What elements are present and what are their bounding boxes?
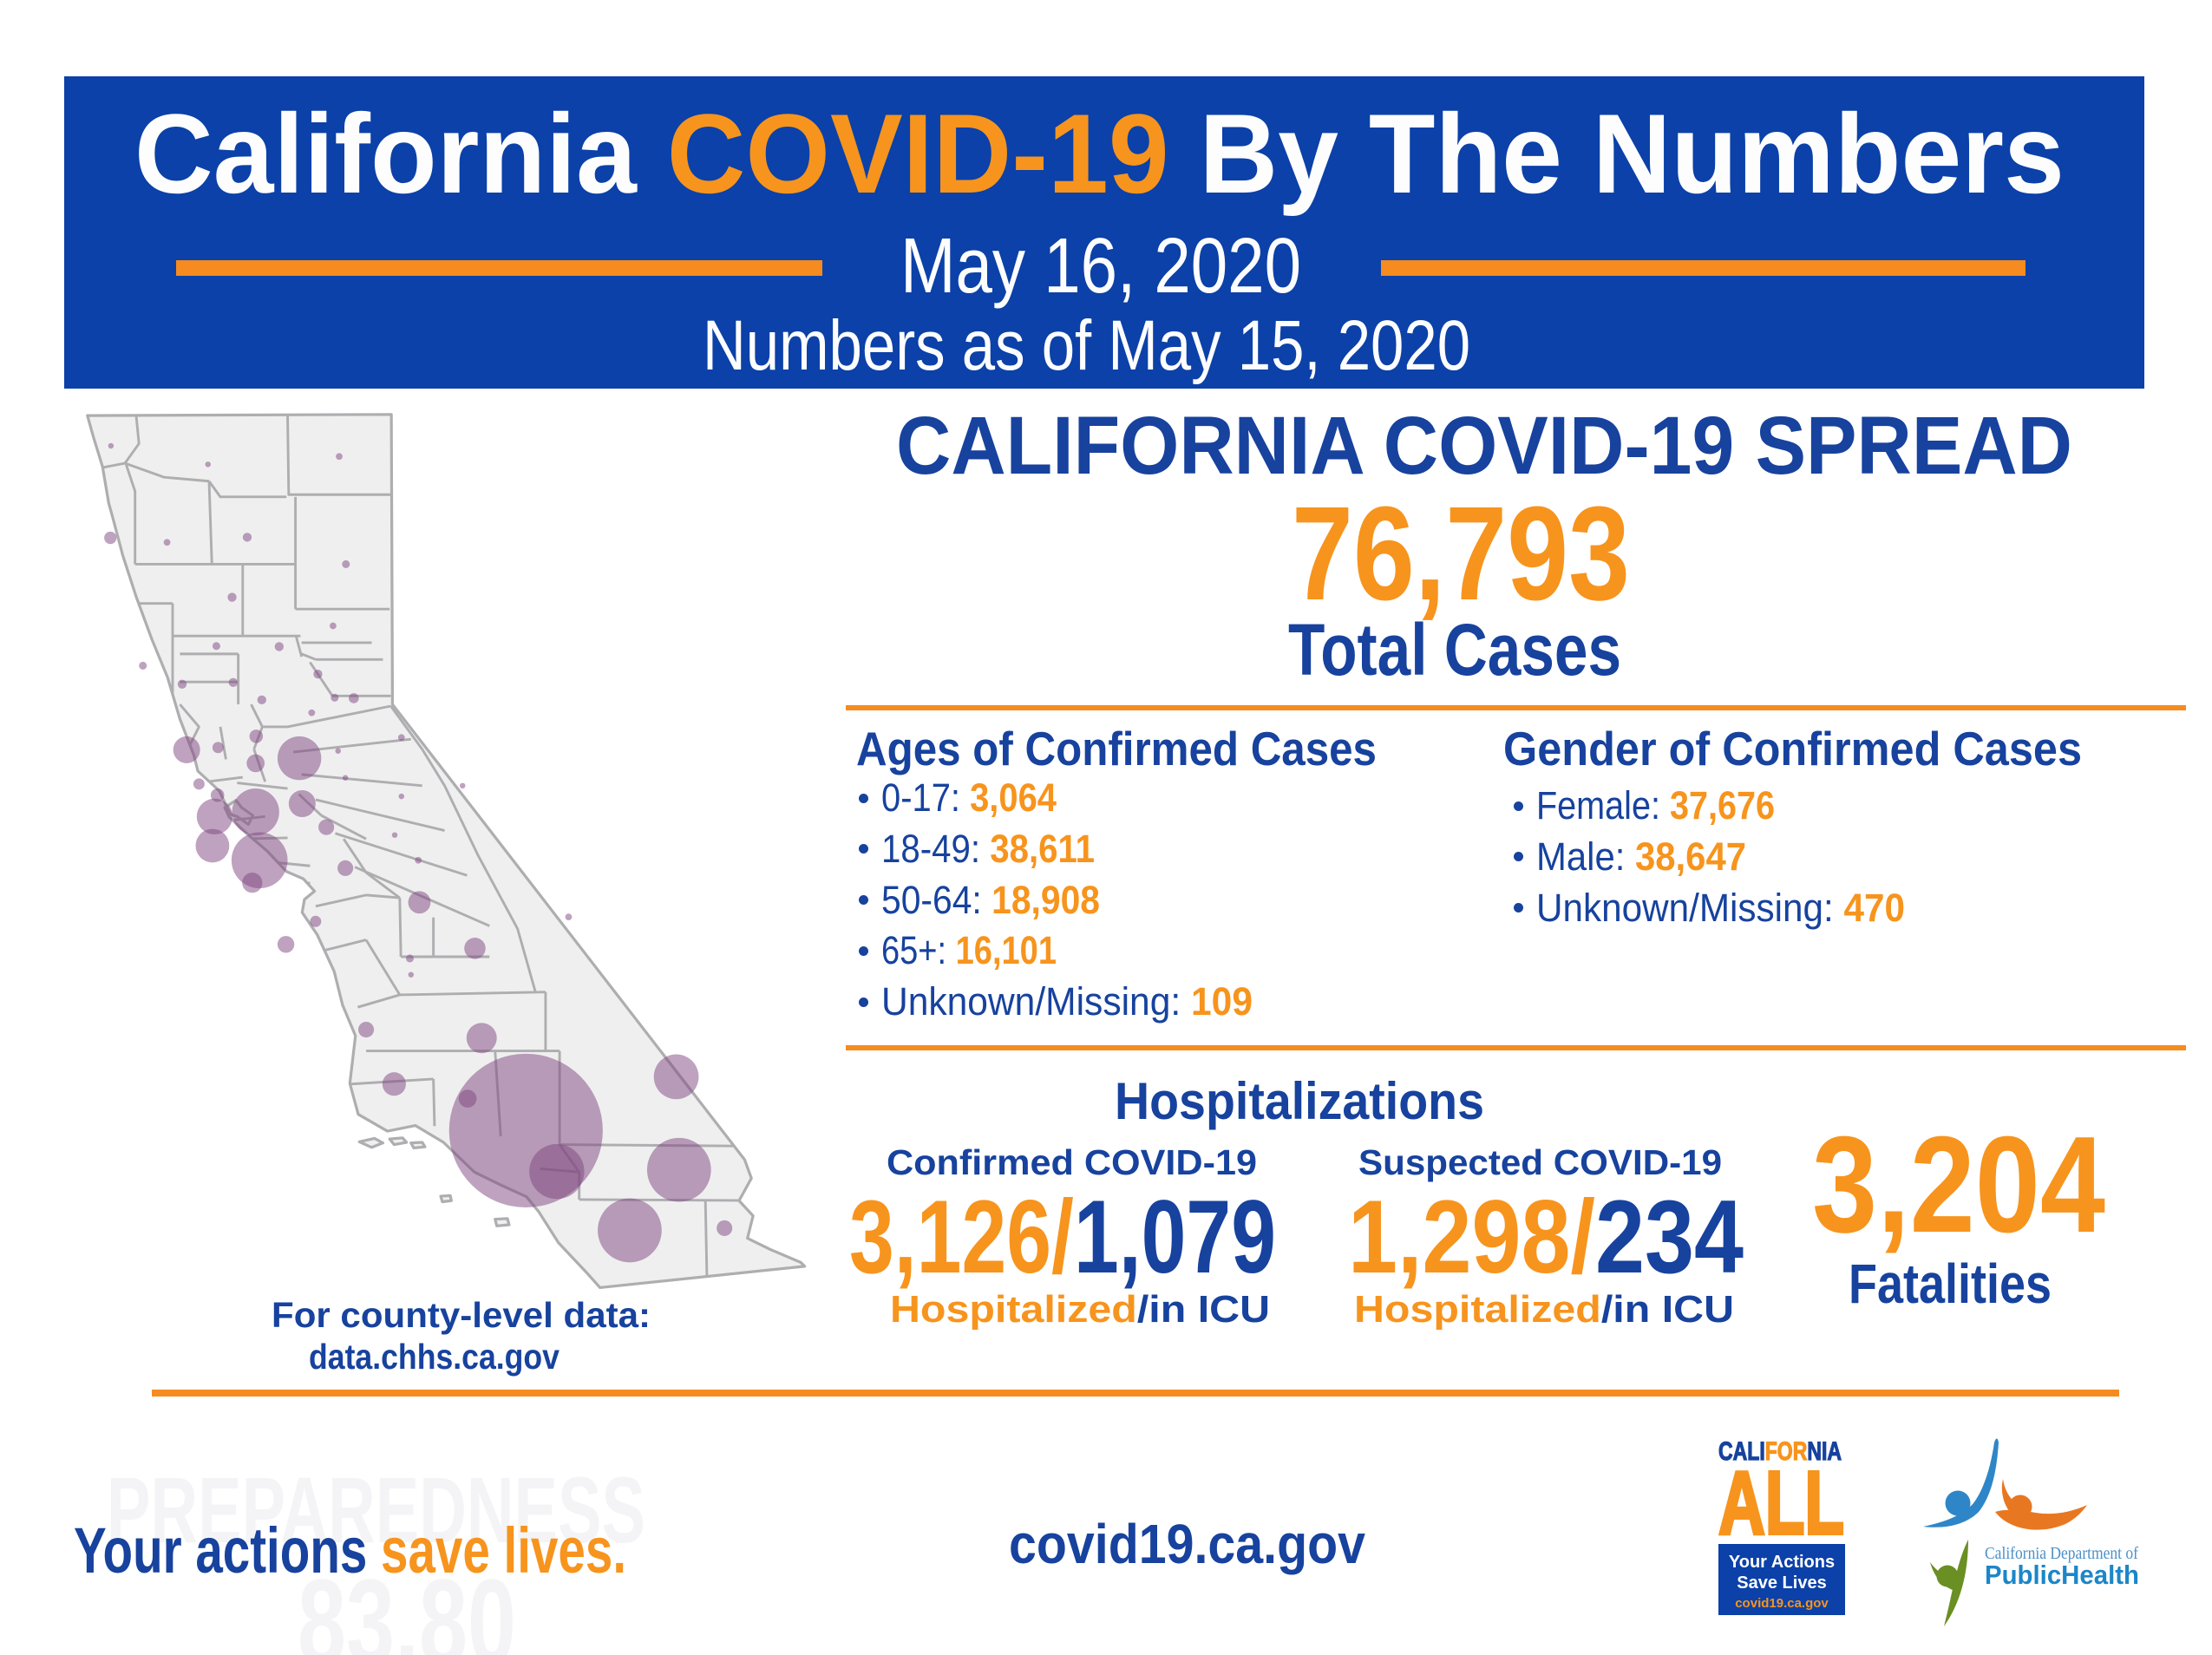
svg-text:California Department of: California Department of — [1985, 1544, 2138, 1563]
svg-text:PublicHealth: PublicHealth — [1985, 1560, 2139, 1590]
